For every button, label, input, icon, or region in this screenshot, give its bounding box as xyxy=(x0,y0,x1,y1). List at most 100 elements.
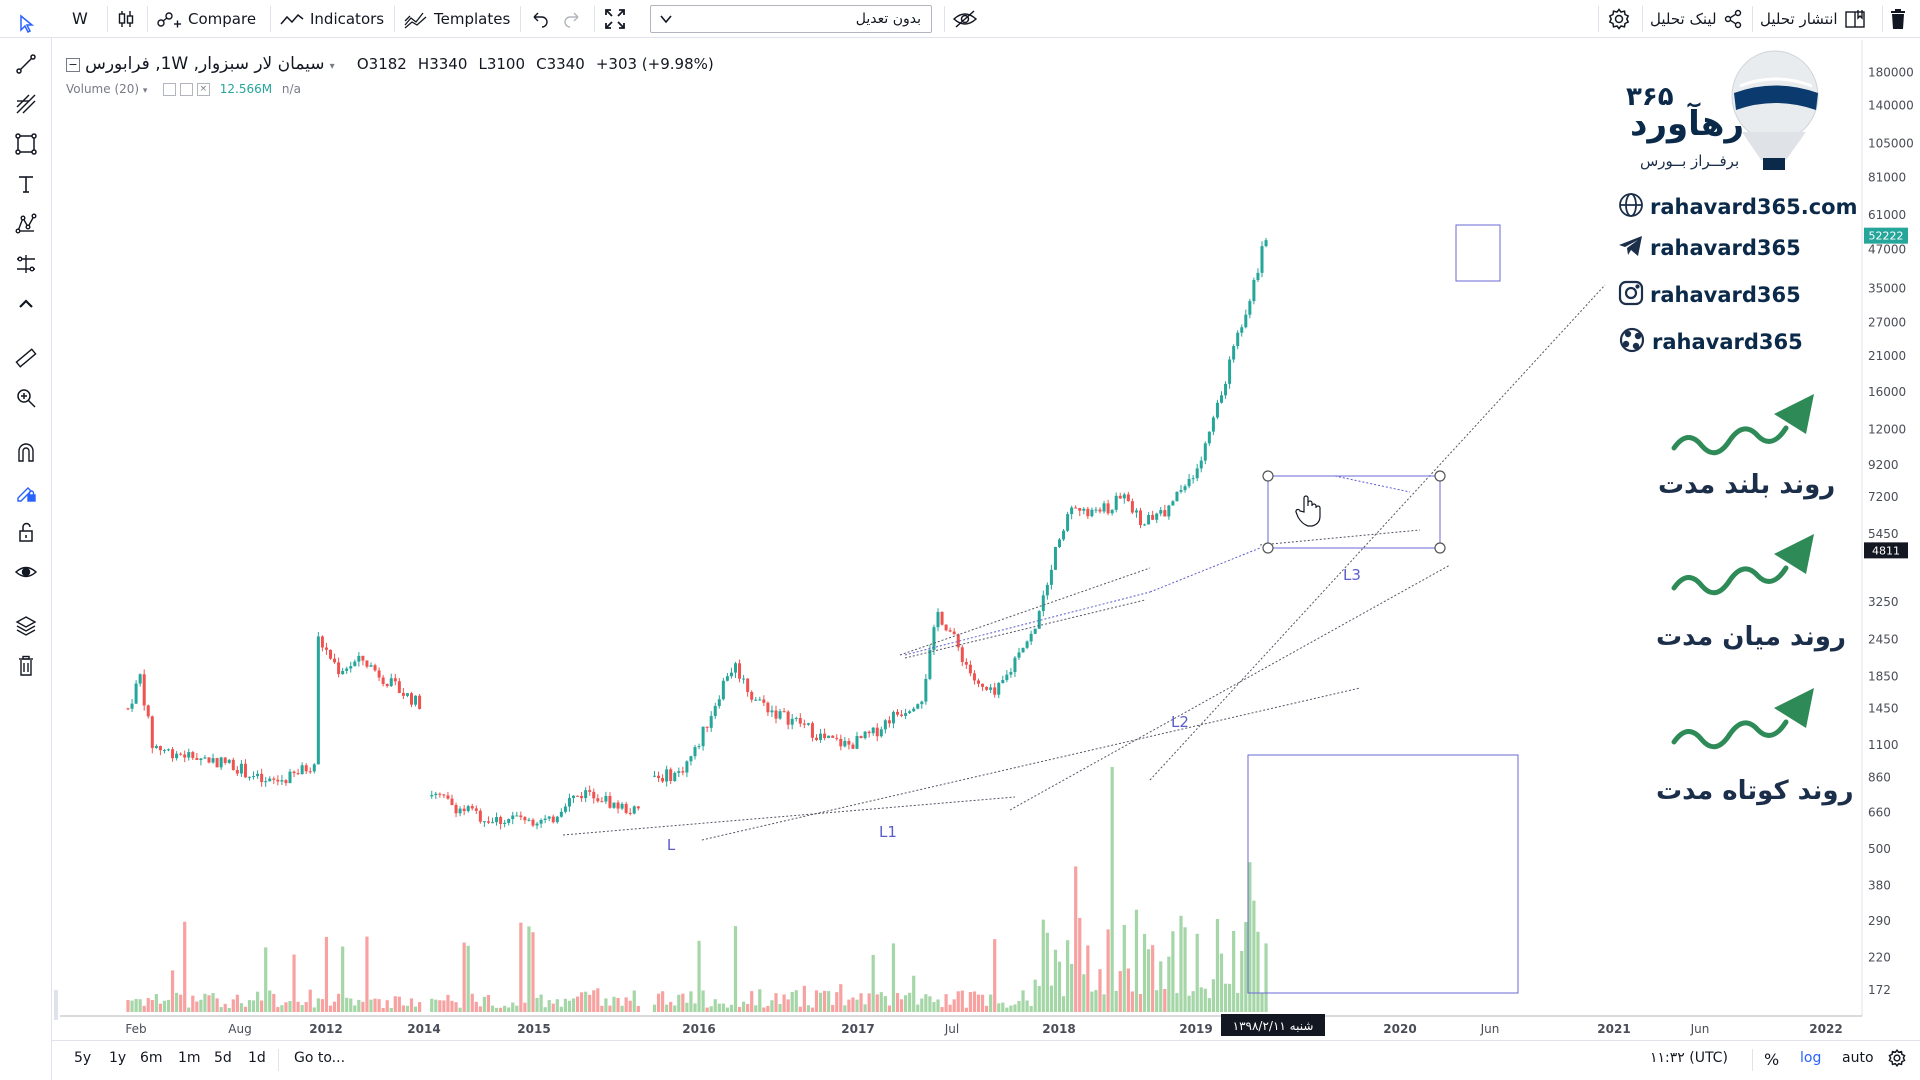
volume-bar xyxy=(154,994,158,1012)
chevron-up-icon xyxy=(17,295,35,317)
clock-display[interactable]: ۱۱:۳۲ (UTC) xyxy=(1650,1050,1728,1066)
symbol-title[interactable]: سیمان لار سبزوار, 1W, فرابورس xyxy=(85,54,325,74)
candle-body xyxy=(786,711,790,725)
lock-drawings-button[interactable] xyxy=(12,520,40,548)
volume-bar xyxy=(1183,927,1187,1012)
chart-settings-button[interactable] xyxy=(1888,1049,1906,1071)
remove-drawings-button[interactable] xyxy=(12,654,40,682)
candle-body xyxy=(580,795,584,799)
candle-body xyxy=(883,720,887,730)
range-5d[interactable]: 5d xyxy=(214,1050,232,1066)
candle-body xyxy=(879,729,883,737)
volume-bar xyxy=(150,999,154,1012)
redo-button[interactable] xyxy=(562,0,582,37)
settings-small-icon[interactable] xyxy=(180,83,194,96)
volume-bar xyxy=(519,922,523,1012)
zoom-tool[interactable] xyxy=(12,386,40,414)
pattern-tool[interactable] xyxy=(12,212,40,240)
candle-body xyxy=(1110,509,1114,514)
candle-body xyxy=(215,758,219,768)
range-5y[interactable]: 5y xyxy=(74,1050,92,1066)
candle-body xyxy=(709,716,713,728)
annotation-label: L xyxy=(667,836,676,854)
candle-body xyxy=(1102,503,1106,512)
volume-bar xyxy=(1147,949,1151,1012)
aparat-text: rahavard365 xyxy=(1652,330,1803,354)
candle-body xyxy=(1058,539,1061,548)
measure-tool[interactable] xyxy=(12,346,40,374)
hide-drawings-button[interactable] xyxy=(952,0,978,37)
hide-objects-button[interactable] xyxy=(12,560,40,588)
compare-button[interactable]: Compare xyxy=(156,0,256,37)
adjustment-select[interactable]: بدون تعدیل xyxy=(650,5,932,33)
volume-bar xyxy=(1009,1005,1013,1012)
settings-button[interactable] xyxy=(1608,0,1630,37)
auto-toggle[interactable]: auto xyxy=(1842,1050,1874,1066)
volume-bar xyxy=(349,998,353,1012)
candle-body xyxy=(997,682,1001,695)
website-row[interactable]: rahavard365.com xyxy=(1618,192,1857,222)
volume-bar xyxy=(912,975,916,1012)
percent-toggle[interactable]: % xyxy=(1764,1050,1780,1069)
range-1m[interactable]: 1m xyxy=(178,1050,201,1066)
candle-body xyxy=(559,811,563,817)
magnet-tool[interactable] xyxy=(12,440,40,468)
candle-body xyxy=(985,686,989,690)
fullscreen-button[interactable] xyxy=(604,0,626,37)
telegram-row[interactable]: rahavard365 xyxy=(1618,234,1801,262)
candle-style-button[interactable] xyxy=(116,0,136,37)
stay-in-drawing-mode[interactable] xyxy=(12,480,40,508)
volume-bar xyxy=(916,1004,920,1012)
candle-body xyxy=(146,705,150,717)
volume-bar xyxy=(1001,1002,1005,1012)
cursor-tool[interactable] xyxy=(12,12,40,40)
rectangle-tool[interactable] xyxy=(12,132,40,160)
undo-button[interactable] xyxy=(530,0,550,37)
chevron-down-icon[interactable]: ▾ xyxy=(142,86,148,96)
log-toggle[interactable]: log xyxy=(1800,1050,1822,1066)
close-icon[interactable]: × xyxy=(196,83,210,96)
volume-bar xyxy=(454,1002,458,1012)
object-tree-button[interactable] xyxy=(12,614,40,642)
fib-tool[interactable] xyxy=(12,92,40,120)
text-tool[interactable] xyxy=(12,172,40,200)
instagram-row[interactable]: rahavard365 xyxy=(1618,280,1801,310)
candle-body xyxy=(486,821,490,823)
publish-button[interactable]: انتشار تحلیل xyxy=(1760,0,1866,37)
indicators-button[interactable]: Indicators xyxy=(280,0,384,37)
volume-bar xyxy=(243,1006,248,1012)
selection-rectangle xyxy=(1267,475,1441,549)
templates-button[interactable]: Templates xyxy=(404,0,510,37)
collapse-tools-button[interactable] xyxy=(12,292,40,320)
volume-bar xyxy=(1138,993,1143,1012)
volume-label[interactable]: Volume (20) xyxy=(66,82,140,96)
candle-body xyxy=(466,806,470,812)
share-link-button[interactable]: لینک تحلیل xyxy=(1650,0,1743,37)
trend-line-tool[interactable] xyxy=(12,52,40,80)
range-6m[interactable]: 6m xyxy=(140,1050,163,1066)
range-1y[interactable]: 1y xyxy=(109,1050,127,1066)
aparat-row[interactable]: rahavard365 xyxy=(1618,326,1803,358)
volume-bar xyxy=(936,999,940,1012)
candle-body xyxy=(798,717,802,724)
visibility-icon[interactable] xyxy=(163,83,177,96)
candle-body xyxy=(1248,301,1252,315)
candle-body xyxy=(863,731,867,739)
interval-button[interactable]: W xyxy=(72,0,88,37)
candle-body xyxy=(742,678,746,680)
price-tick-label: 180000 xyxy=(1868,65,1914,79)
chevron-down-icon[interactable]: ▾ xyxy=(329,61,335,72)
volume-bar xyxy=(677,994,681,1012)
delete-button[interactable] xyxy=(1888,0,1908,37)
range-1d[interactable]: 1d xyxy=(248,1050,266,1066)
collapse-legend-icon[interactable]: − xyxy=(66,57,80,72)
volume-bar xyxy=(1155,990,1159,1012)
candle-body xyxy=(588,790,592,792)
trash-icon xyxy=(1888,8,1908,30)
candle-body xyxy=(636,806,640,809)
goto-button[interactable]: Go to... xyxy=(294,1050,346,1066)
volume-bar xyxy=(446,994,450,1012)
prediction-tool[interactable] xyxy=(12,252,40,280)
volume-bar xyxy=(284,1002,288,1012)
